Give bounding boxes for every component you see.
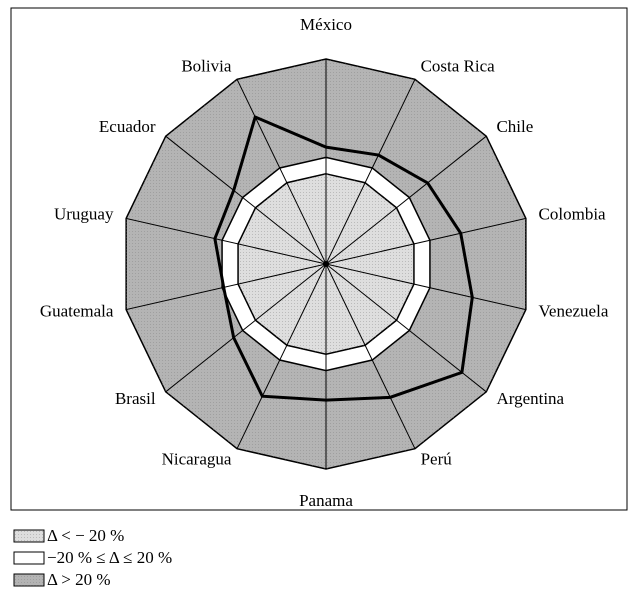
axis-label: Brasil [115,389,156,408]
spoke [325,263,416,449]
spoke [325,217,526,265]
axis-label: Bolivia [181,56,232,75]
legend-swatch [13,551,45,565]
axis-label: Ecuador [99,117,156,136]
legend-label: Δ > 20 % [47,570,111,589]
axis-label: México [300,15,352,34]
axis-label: Costa Rica [421,56,496,75]
axis-label: Colombia [539,204,607,223]
spoke [236,79,327,265]
spoke [126,217,327,265]
center-dot [323,261,329,267]
spoke [165,263,327,393]
legend-label: Δ < − 20 % [47,526,124,545]
axis-label: Chile [496,117,533,136]
axis-label: Venezuela [539,301,609,320]
series-line [213,114,474,402]
chart-frame [10,7,628,511]
spoke [165,135,327,265]
spoke [325,135,487,265]
spoke [325,263,487,393]
axis-label: Perú [421,449,453,468]
axis-label: Uruguay [54,204,114,223]
axis-label: Panama [299,491,353,510]
spoke [236,263,327,449]
legend: Δ < − 20 % −20 % ≤ Δ ≤ 20 % Δ > 20 % [13,526,172,589]
spoke [325,79,416,265]
legend-swatch-texture [14,530,44,542]
legend-label: −20 % ≤ Δ ≤ 20 % [47,548,172,567]
axis-label: Nicaragua [162,449,232,468]
spoke [325,263,526,311]
legend-swatch-texture [14,574,44,586]
axis-label: Guatemala [40,301,114,320]
axis-label: Argentina [496,389,564,408]
plot-area: México Costa Rica Chile Colombia Venezuela Ar… [40,15,609,510]
spoke [126,263,327,311]
